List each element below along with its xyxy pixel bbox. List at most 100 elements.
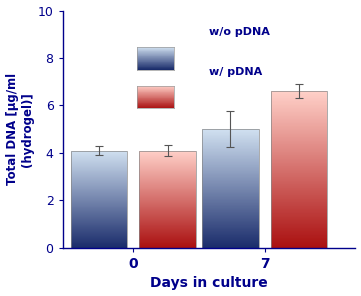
Bar [71, 152, 127, 153]
Bar [202, 231, 258, 232]
Bar [71, 204, 127, 205]
Bar [202, 184, 258, 185]
Bar [139, 197, 196, 198]
Bar [202, 186, 258, 187]
Bar [139, 189, 196, 190]
Bar [71, 160, 127, 161]
Bar [271, 218, 327, 219]
Bar [202, 142, 258, 143]
Bar [138, 98, 174, 99]
Bar [202, 148, 258, 149]
Bar [202, 170, 258, 171]
Bar [271, 180, 327, 181]
Bar [271, 240, 327, 241]
Bar [271, 108, 327, 109]
Bar [71, 191, 127, 192]
Bar [139, 162, 196, 163]
Bar [202, 233, 258, 234]
Bar [202, 225, 258, 226]
Bar [71, 229, 127, 230]
Bar [138, 49, 174, 50]
Bar [271, 224, 327, 225]
Bar [202, 201, 258, 202]
Bar [139, 195, 196, 196]
Bar [271, 100, 327, 101]
Bar [139, 221, 196, 222]
Bar [271, 192, 327, 193]
Bar [71, 198, 127, 199]
Bar [271, 201, 327, 202]
Bar [202, 242, 258, 243]
Bar [271, 246, 327, 247]
Bar [202, 222, 258, 223]
Bar [271, 208, 327, 209]
Bar [271, 97, 327, 98]
Bar [271, 185, 327, 186]
Bar [71, 176, 127, 177]
Bar [139, 202, 196, 203]
Bar [138, 100, 174, 101]
Bar [271, 226, 327, 227]
Bar [71, 183, 127, 184]
Bar [202, 129, 258, 130]
Bar [202, 152, 258, 153]
Bar [202, 245, 258, 246]
Bar [71, 235, 127, 236]
Bar [139, 224, 196, 225]
Bar [138, 101, 174, 102]
Bar [202, 246, 258, 247]
Bar [138, 86, 174, 87]
Bar [271, 230, 327, 231]
Text: w/o pDNA: w/o pDNA [209, 27, 270, 37]
Bar [71, 158, 127, 159]
Bar [271, 212, 327, 213]
Bar [271, 95, 327, 96]
Bar [139, 206, 196, 207]
Bar [271, 147, 327, 148]
Bar [138, 60, 174, 61]
Bar [71, 210, 127, 211]
Bar [202, 197, 258, 198]
Bar [139, 163, 196, 164]
Bar [271, 210, 327, 211]
Bar [139, 247, 196, 248]
Bar [139, 237, 196, 238]
Bar [271, 93, 327, 94]
Bar [271, 111, 327, 112]
Bar [71, 172, 127, 173]
Bar [138, 99, 174, 100]
Bar [138, 91, 174, 92]
Bar [139, 176, 196, 177]
Bar [139, 227, 196, 228]
Bar [138, 87, 174, 88]
Bar [71, 180, 127, 181]
Bar [71, 202, 127, 203]
Bar [139, 245, 196, 246]
Bar [139, 240, 196, 241]
Bar [271, 219, 327, 220]
Bar [202, 243, 258, 244]
Bar [202, 171, 258, 172]
Bar [271, 124, 327, 125]
Bar [202, 187, 258, 188]
Bar [139, 201, 196, 202]
Bar [139, 242, 196, 243]
Bar [271, 237, 327, 238]
Bar [202, 226, 258, 227]
Bar [271, 229, 327, 230]
Bar [71, 203, 127, 204]
Bar [202, 137, 258, 138]
Bar [71, 215, 127, 216]
Bar [139, 202, 196, 203]
Bar [138, 69, 174, 70]
Bar [202, 146, 258, 147]
Bar [71, 241, 127, 242]
Bar [202, 168, 258, 169]
Bar [202, 228, 258, 229]
Bar [138, 54, 174, 55]
Bar [271, 134, 327, 135]
Bar [202, 134, 258, 135]
Bar [202, 191, 258, 192]
Bar [139, 172, 196, 173]
Bar [271, 245, 327, 246]
